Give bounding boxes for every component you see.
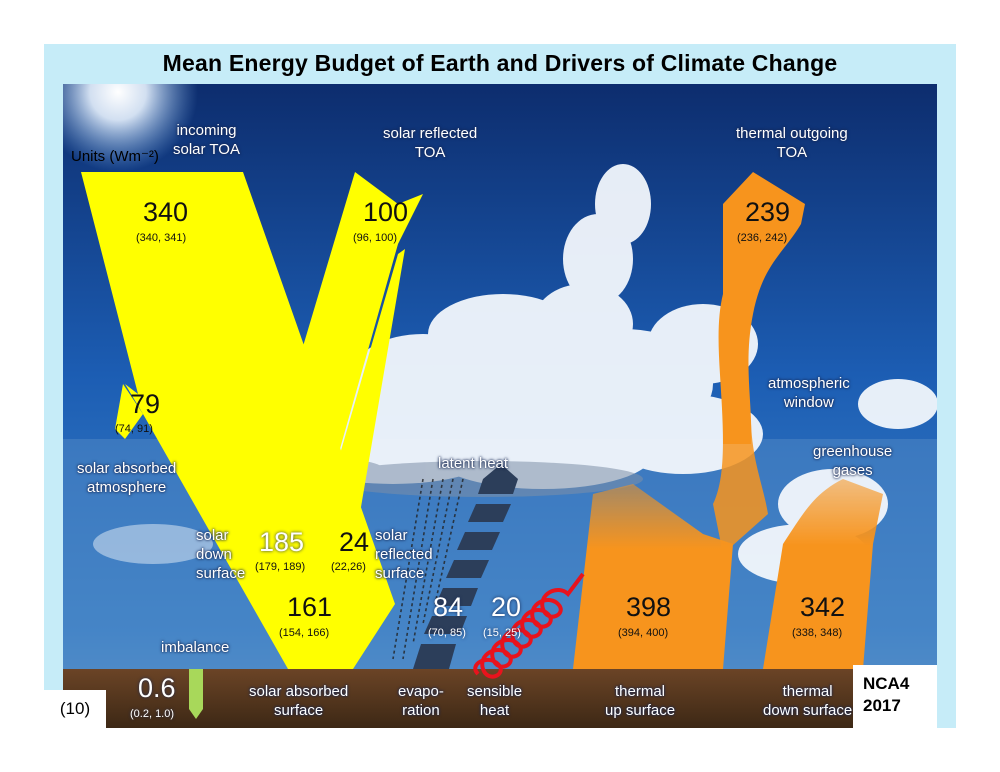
thermal-up-surface-range: (394, 400) — [618, 627, 669, 639]
atmospheric-window-label: atmospheric window — [768, 375, 850, 411]
imbalance-label: imbalance — [161, 639, 230, 656]
evaporation-value: 84 — [433, 592, 464, 622]
sensible-heat-coil-icon — [473, 572, 585, 679]
sun-icon — [63, 84, 198, 172]
latent-heat-label: latent heat — [438, 455, 509, 472]
solar-absorbed-atmosphere-arrow — [115, 384, 143, 439]
sensible-heat-value: 20 — [491, 592, 522, 622]
thermal-up-surface-arrow — [573, 484, 733, 669]
thermal-up-surface-value: 398 — [626, 592, 672, 622]
thermal-down-surface-range: (338, 348) — [792, 627, 843, 639]
thermal-down-surface-arrow — [763, 479, 883, 669]
greenhouse-gases-label: greenhouse gases — [813, 443, 893, 479]
source-badge: NCA4 2017 — [853, 665, 937, 728]
solar-reflected-surface-range: (22,26) — [331, 561, 366, 573]
solar-absorbed-atmosphere-range: (74, 91) — [115, 423, 153, 435]
imbalance-value: 0.6 — [138, 673, 176, 703]
thermal-outgoing-label: thermal outgoing TOA — [736, 125, 848, 161]
thermal-down-surface-label: thermal down surface — [763, 683, 853, 719]
evaporation-range: (70, 85) — [428, 627, 466, 639]
energy-budget-scene: incoming solar TOA Units (Wm⁻²) 340 (340,… — [63, 84, 937, 728]
incoming-solar-value: 340 — [143, 197, 189, 227]
figure-number: (10) — [44, 690, 106, 728]
solar-absorbed-surface-label: solar absorbed surface — [249, 683, 349, 719]
solar-down-surface-range: (179, 189) — [255, 561, 306, 573]
imbalance-range: (0.2, 1.0) — [130, 708, 175, 720]
thermal-outgoing-arrow — [718, 172, 805, 444]
thermal-down-surface-value: 342 — [800, 592, 846, 622]
evaporation-marks — [392, 478, 464, 660]
sensible-heat-label: sensible heat — [467, 683, 523, 719]
solar-reflected-toa-label: solar reflected TOA — [383, 125, 478, 161]
solar-down-surface-label: solar down surface — [196, 527, 246, 582]
solar-reflected-toa-arrow — [253, 172, 423, 544]
evaporation-label: evapo-ration — [398, 683, 444, 719]
solar-absorbed-atmosphere-label: solar absorbed atmosphere — [77, 460, 177, 496]
source-line-2: 2017 — [863, 696, 901, 715]
solar-absorbed-surface-range: (154, 166) — [279, 627, 330, 639]
source-line-1: NCA4 — [863, 674, 910, 693]
page-title: Mean Energy Budget of Earth and Drivers … — [162, 50, 838, 76]
units-label: Units (Wm⁻²) — [71, 148, 159, 165]
solar-absorbed-surface-value: 161 — [287, 592, 333, 622]
imbalance-arrow — [189, 669, 203, 719]
solar-down-surface-value: 185 — [259, 527, 305, 557]
solar-reflected-toa-range: (96, 100) — [353, 232, 398, 244]
scene-background — [63, 84, 937, 728]
incoming-solar-label: incoming solar TOA — [173, 122, 240, 158]
incoming-solar-range: (340, 341) — [136, 232, 187, 244]
solar-absorbed-atmosphere-value: 79 — [130, 389, 161, 419]
latent-heat-arrow — [413, 464, 518, 669]
thermal-up-surface-label: thermal up surface — [605, 683, 676, 719]
solar-reflected-toa-value: 100 — [363, 197, 409, 227]
solar-reflected-surface-value: 24 — [339, 527, 370, 557]
thermal-outgoing-value: 239 — [745, 197, 791, 227]
sensible-heat-range: (15, 25) — [483, 627, 521, 639]
solar-reflected-surface-label: solar reflected surface — [375, 527, 433, 582]
thermal-outgoing-range: (236, 242) — [737, 232, 788, 244]
